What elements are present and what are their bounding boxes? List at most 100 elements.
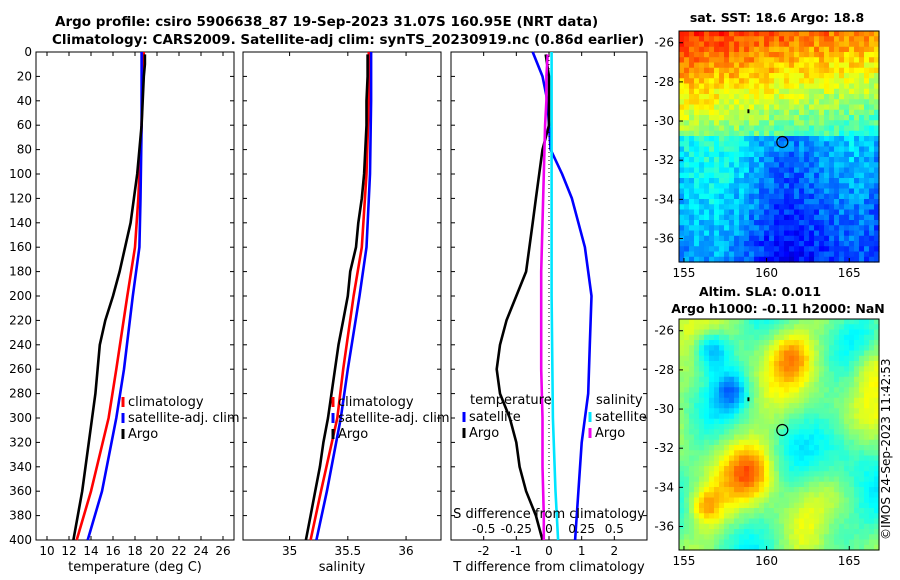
map-cell — [864, 94, 870, 100]
map-cell — [824, 94, 830, 100]
map-cell — [839, 355, 845, 362]
map-cell — [724, 235, 730, 242]
map-cell — [769, 355, 775, 362]
map-cell — [744, 340, 750, 346]
map-cell — [689, 455, 695, 462]
map-cell — [704, 539, 710, 546]
map-cell — [874, 382, 880, 388]
map-cell — [714, 534, 720, 541]
map-cell — [689, 57, 695, 64]
map-cell — [734, 413, 740, 420]
map-cell — [754, 345, 760, 352]
map-cell — [849, 36, 855, 43]
map-cell — [734, 235, 740, 242]
map-cell — [694, 36, 700, 43]
map-cell — [724, 151, 730, 158]
map-cell — [699, 204, 705, 211]
map-cell — [724, 450, 730, 457]
map-cell — [729, 220, 735, 226]
map-cell — [839, 57, 845, 64]
map-cell — [719, 539, 725, 546]
map-cell — [729, 99, 735, 106]
map-cell — [854, 141, 860, 148]
map-cell — [754, 513, 760, 520]
map-cell — [834, 539, 840, 546]
map-cell — [744, 241, 750, 247]
map-cell — [844, 366, 850, 373]
map-cell — [769, 83, 775, 90]
map-cell — [869, 251, 875, 258]
map-cell — [859, 487, 865, 493]
map-cell — [699, 355, 705, 362]
map-cell — [804, 214, 810, 221]
map-cell — [874, 225, 880, 232]
map-cell — [804, 429, 810, 436]
map-cell — [839, 376, 845, 383]
map-cell — [859, 136, 865, 142]
map-cell — [864, 539, 870, 546]
map-cell — [719, 476, 725, 483]
map-cell — [764, 392, 770, 399]
map-cell — [724, 41, 730, 48]
map-cell — [774, 492, 780, 499]
map-cell — [789, 99, 795, 106]
map-cell — [869, 403, 875, 409]
map-cell — [749, 544, 755, 551]
map-cell — [789, 136, 795, 142]
map-cell — [864, 83, 870, 90]
map-cell — [789, 340, 795, 346]
map-cell — [739, 455, 745, 462]
map-cell — [829, 99, 835, 106]
map-cell — [734, 334, 740, 341]
map-cell — [684, 188, 690, 195]
map-cell — [679, 141, 685, 148]
map-cell — [684, 329, 690, 336]
map-cell — [804, 513, 810, 520]
map-cell — [844, 508, 850, 514]
map-cell — [699, 508, 705, 514]
map-cell — [729, 167, 735, 174]
map-cell — [714, 350, 720, 357]
map-cell — [729, 397, 735, 404]
map-cell — [874, 471, 880, 478]
map-cell — [709, 115, 715, 121]
map-cell — [784, 199, 790, 205]
map-cell — [854, 387, 860, 394]
map-cell — [784, 67, 790, 74]
map-cell — [709, 476, 715, 483]
map-cell — [704, 73, 710, 79]
map-cell — [724, 167, 730, 174]
map-cell — [689, 78, 695, 85]
map-cell — [834, 115, 840, 121]
map-cell — [729, 31, 735, 37]
map-cell — [779, 481, 785, 488]
map-cell — [874, 230, 880, 237]
map-cell — [859, 109, 865, 116]
map-cell — [874, 324, 880, 331]
map-cell — [864, 455, 870, 462]
map-cell — [764, 481, 770, 488]
map-cell — [869, 455, 875, 462]
map-cell — [864, 115, 870, 121]
map-cell — [739, 62, 745, 69]
map-cell — [859, 151, 865, 158]
map-cell — [764, 513, 770, 520]
map-cell — [874, 544, 880, 551]
map-cell — [819, 397, 825, 404]
map-cell — [699, 408, 705, 415]
map-cell — [709, 41, 715, 48]
map-cell — [859, 529, 865, 535]
map-cell — [694, 408, 700, 415]
map-cell — [794, 204, 800, 211]
map-cell — [739, 487, 745, 493]
map-cell — [704, 392, 710, 399]
map-cell — [764, 487, 770, 493]
map-cell — [814, 151, 820, 158]
map-cell — [869, 136, 875, 142]
map-cell — [759, 88, 765, 95]
map-cell — [784, 256, 790, 263]
map-cell — [829, 230, 835, 237]
map-y-tick-label: -34 — [654, 192, 674, 206]
map-cell — [724, 366, 730, 373]
map-cell — [689, 539, 695, 546]
